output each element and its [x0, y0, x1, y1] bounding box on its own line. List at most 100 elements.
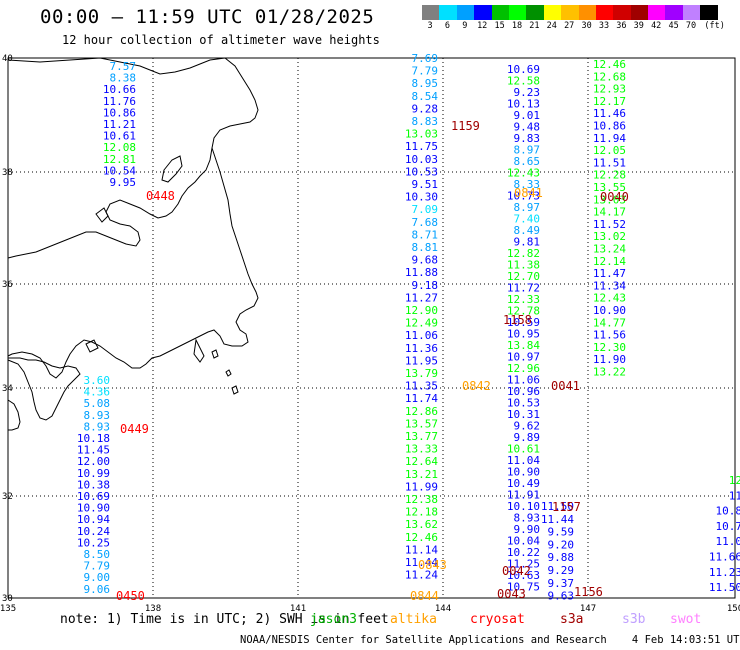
wave-height-value: 10.24 — [77, 525, 110, 538]
wave-height-value: 11.66 — [709, 551, 740, 564]
altimeter-tracks: 7.578.3810.6611.7610.8611.2110.6112.0812… — [77, 52, 740, 603]
wave-height-value: 11.27 — [405, 291, 438, 304]
wave-height-value: 9.88 — [548, 551, 575, 564]
longitude-label: 141 — [290, 604, 306, 614]
wave-height-value: 8.93 — [84, 409, 111, 422]
wave-height-value: 11.51 — [593, 156, 626, 169]
wave-height-value: 12.14 — [593, 255, 626, 268]
wave-height-value: 9.83 — [514, 132, 541, 145]
wave-height-value: 8.97 — [514, 201, 541, 214]
pass-time-label: 0040 — [600, 190, 629, 204]
wave-height-value: 12.70 — [507, 270, 540, 283]
colorbar-label: 45 — [668, 21, 679, 31]
wave-height-value: 11.06 — [405, 329, 438, 342]
longitude-label: 135 — [0, 604, 16, 614]
wave-height-value: 13.55 — [593, 181, 626, 194]
colorbar-swatch — [543, 5, 562, 20]
wave-height-value: 10.90 — [507, 466, 540, 479]
wave-height-value: 10.94 — [77, 513, 110, 526]
colorbar-swatch — [508, 5, 527, 20]
wave-height-value: 12.46 — [593, 58, 626, 71]
colorbar-label: 70 — [685, 21, 697, 31]
pass-time-label: 0449 — [120, 422, 149, 436]
pass-time-label: 0043 — [497, 587, 526, 601]
wave-height-value: 9.06 — [84, 583, 111, 596]
wave-height-value: 8.65 — [514, 155, 541, 168]
wave-height-value: 10.90 — [593, 304, 626, 317]
colorbar-label: 24 — [546, 21, 557, 31]
wave-height-value: 10.31 — [507, 408, 540, 421]
wave-height-value: 10.59 — [507, 316, 540, 329]
wave-height-value: 10.99 — [77, 467, 110, 480]
wave-height-value: 13.84 — [507, 339, 540, 352]
wave-height-value: 11.95 — [405, 354, 438, 367]
colorbar-label: 27 — [564, 21, 575, 31]
wave-height-value: 9.81 — [514, 236, 541, 249]
colorbar-label: 39 — [633, 21, 644, 31]
pass-time-label: 1157 — [552, 500, 581, 514]
wave-height-value: 13.03 — [593, 193, 626, 206]
satellite-legend-jason3: jason3 — [310, 612, 357, 627]
wave-height-value: 5.08 — [84, 397, 111, 410]
wave-height-value: 9.29 — [548, 564, 575, 577]
wave-height-value: 9.89 — [514, 431, 541, 444]
longitude-label: 147 — [580, 604, 596, 614]
izu-peninsula — [193, 338, 205, 363]
pass-time-label: 0842 — [462, 379, 491, 393]
wave-height-value: 11.34 — [593, 279, 626, 292]
latitude-label: 32 — [2, 492, 13, 502]
wave-height-value: 8.93 — [514, 512, 541, 525]
colorbar-label: 12 — [477, 21, 488, 31]
wave-height-value: 10.95 — [507, 328, 540, 341]
sado-island — [161, 155, 183, 183]
wave-height-value: 14.77 — [593, 316, 626, 329]
wave-height-value: 10.69 — [507, 63, 540, 76]
wave-height-value: 9.20 — [548, 538, 575, 551]
wave-height-value: 11.91 — [507, 489, 540, 502]
wave-height-value: 9.63 — [548, 590, 575, 603]
credit-line: NOAA/NESDIS Center for Satellite Applica… — [240, 634, 740, 646]
wave-height-value: 9.62 — [514, 420, 541, 433]
wave-height-value: 11.88 — [405, 266, 438, 279]
colorbar-swatch — [526, 5, 544, 20]
wave-height-value: 10.61 — [507, 443, 540, 456]
izu-oshima — [211, 349, 219, 359]
satellite-legend-s3b: s3b — [622, 612, 646, 627]
wave-height-value: 11.23 — [709, 566, 740, 579]
pass-time-label: 0448 — [146, 189, 175, 203]
wave-height-value: 12.81 — [103, 153, 136, 166]
wave-height-value: 11.44 — [541, 513, 574, 526]
awaji-island — [85, 339, 99, 353]
wave-height-value: 7.40 — [514, 213, 541, 226]
wave-height-value: 11.44 — [405, 556, 438, 569]
wave-height-value: 11.50 — [541, 500, 574, 513]
wave-height-value: 9.95 — [110, 176, 137, 189]
wave-height-value: 13.21 — [405, 468, 438, 481]
wave-height-value: 12.08 — [103, 141, 136, 154]
wave-height-value: 12.90 — [405, 304, 438, 317]
wave-height-value: 12.86 — [405, 405, 438, 418]
wave-height-value: 10.49 — [507, 477, 540, 490]
wave-height-value: 11.94 — [593, 132, 626, 145]
wave-height-value: 11.75 — [405, 140, 438, 153]
wave-height-value: 11.21 — [103, 118, 136, 131]
wave-height-value: 11.47 — [593, 267, 626, 280]
wave-height-value: 10.10 — [507, 500, 540, 513]
latitude-label: 38 — [2, 168, 13, 178]
wave-height-value: 9.90 — [514, 523, 541, 536]
wave-height-value: 10.90 — [77, 502, 110, 515]
latitude-label: 36 — [2, 280, 13, 290]
wave-height-value: 7.79 — [412, 65, 439, 78]
wave-height-value: 11.90 — [593, 353, 626, 366]
colorbar-swatch — [491, 5, 509, 20]
wave-height-value: 7.69 — [412, 52, 439, 65]
wave-height-value: 11.35 — [405, 380, 438, 393]
wave-height-value: 8.95 — [412, 77, 439, 90]
colorbar-swatch — [648, 5, 666, 20]
wave-height-value: 12.33 — [507, 293, 540, 306]
colorbar-label: 33 — [598, 21, 610, 31]
wave-height-value: 12.43 — [507, 167, 540, 180]
wave-height-value: 9.51 — [412, 178, 439, 191]
wave-height-value: 10.61 — [103, 130, 136, 143]
